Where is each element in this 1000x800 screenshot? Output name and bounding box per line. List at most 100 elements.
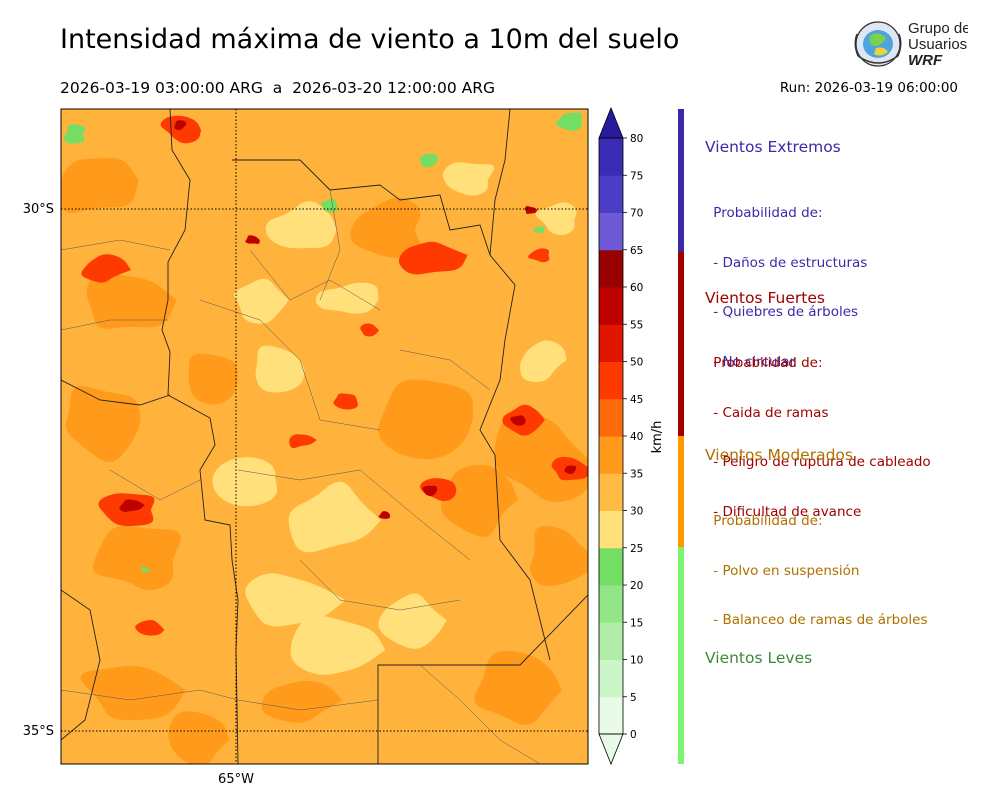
wind-contour <box>527 248 550 263</box>
wind-contour <box>564 465 577 475</box>
colorbar-segment <box>599 212 623 251</box>
wind-contour <box>321 198 338 213</box>
wind-contour <box>524 206 538 214</box>
colorbar-segment <box>599 249 623 288</box>
colorbar-unit: km/h <box>650 421 665 454</box>
colorbar-tick-label: 70 <box>630 208 643 220</box>
wind-contour <box>289 434 317 449</box>
wind-contour <box>290 615 386 675</box>
category-desc-extremos: Probabilidad de: - Daños de estructuras … <box>709 205 868 370</box>
category-bar <box>678 109 684 252</box>
wind-contour <box>360 323 380 337</box>
wind-contour <box>245 573 346 627</box>
colorbar-tick-label: 20 <box>630 580 643 592</box>
lat-label-35s: 35°S <box>23 724 54 739</box>
wind-contour <box>212 457 278 507</box>
logo-line1: Grupo de <box>908 20 968 37</box>
category-title-fuertes: Vientos Fuertes <box>705 289 825 307</box>
colorbar-tick-label: 80 <box>630 133 643 145</box>
colorbar-segment <box>599 398 623 437</box>
wind-contour <box>378 511 391 519</box>
wind-contour <box>533 226 546 234</box>
colorbar-max-arrow <box>598 106 624 139</box>
date-range: 2026-03-19 03:00:00 ARG a 2026-03-20 12:… <box>60 79 496 97</box>
wind-contour <box>261 680 343 723</box>
wrf-logo: Grupo de Usuarios WRF <box>854 20 968 69</box>
wind-contour <box>555 112 582 131</box>
wind-contour <box>265 201 337 249</box>
category-desc-fuertes: Probabilidad de: - Caida de ramas - Peli… <box>709 355 931 520</box>
colorbar-tick-label: 0 <box>630 729 637 741</box>
wind-contour <box>80 665 186 721</box>
colorbar-tick-label: 15 <box>630 617 643 629</box>
wind-contour <box>65 385 142 462</box>
colorbar-segment <box>599 287 623 325</box>
colorbar-segment <box>599 696 623 735</box>
wind-contour <box>92 525 181 591</box>
colorbar-tick-label: 55 <box>630 319 643 331</box>
wind-contours <box>61 112 588 764</box>
globe-icon <box>854 21 902 67</box>
map-frame <box>60 108 589 765</box>
wind-contour <box>288 481 382 553</box>
lon-label-65w: 65°W <box>218 772 254 787</box>
category-title-leves: Vientos Leves <box>705 649 813 667</box>
wind-contour <box>419 153 438 168</box>
wind-contour <box>350 197 421 258</box>
category-desc-moderados: Probabilidad de: - Polvo en suspensión -… <box>709 513 928 628</box>
wind-contour <box>141 566 151 573</box>
colorbar-segment <box>599 473 623 511</box>
wind-contour <box>378 379 474 460</box>
wind-contour <box>188 353 238 405</box>
colorbar-tick-label: 10 <box>630 655 643 667</box>
category-bar <box>678 436 684 547</box>
logo-line2: Usuarios <box>908 36 967 53</box>
wind-contour <box>255 345 305 393</box>
country-borders <box>61 109 588 764</box>
wind-contour <box>333 393 358 410</box>
wind-contour <box>168 711 230 764</box>
lat-label-30s: 30°S <box>23 202 54 217</box>
colorbar-segment <box>599 622 623 660</box>
wind-contour <box>530 525 588 587</box>
colorbar-tick-label: 25 <box>630 543 643 555</box>
colorbar-segment <box>599 585 623 623</box>
wind-contour <box>535 202 577 236</box>
colorbar-segment <box>599 361 623 400</box>
colorbar-segment <box>599 324 623 362</box>
colorbar-tick-label: 65 <box>630 245 643 257</box>
colorbar-min-arrow <box>598 733 624 766</box>
page-title: Intensidad máxima de viento a 10m del su… <box>60 24 680 55</box>
wind-contour <box>63 124 86 144</box>
wind-contour <box>474 650 562 725</box>
colorbar-segment <box>599 659 623 698</box>
colorbar-segment <box>599 547 623 586</box>
run-time: Run: 2026-03-19 06:00:00 <box>779 80 958 96</box>
colorbar-segment <box>599 510 623 549</box>
category-bar <box>678 252 684 436</box>
wind-contour <box>519 340 567 383</box>
wind-contour <box>233 278 289 324</box>
wind-contour <box>398 241 468 275</box>
wind-contour <box>422 485 438 497</box>
wind-contour <box>510 415 526 426</box>
wind-contour <box>378 593 447 649</box>
colorbar: 0 5 10 15 20 25 30 35 40 45 50 55 60 65 70 75 80 <box>598 106 643 766</box>
colorbar-tick-label: 45 <box>630 394 643 406</box>
colorbar-segment <box>599 436 623 474</box>
colorbar-tick-label: 50 <box>630 357 643 369</box>
wind-contour <box>81 254 131 283</box>
wind-field <box>61 109 588 764</box>
wind-contour <box>442 162 495 196</box>
wind-contour <box>61 157 139 213</box>
colorbar-segment <box>599 138 623 176</box>
category-title-extremos: Vientos Extremos <box>705 138 841 156</box>
colorbar-tick-label: 30 <box>630 506 643 518</box>
gridlines <box>61 109 588 764</box>
category-title-moderados: Vientos Moderados <box>705 446 853 464</box>
wind-contour <box>315 282 379 314</box>
colorbar-segment <box>599 175 623 213</box>
province-borders <box>61 189 541 764</box>
colorbar-tick-label: 60 <box>630 282 643 294</box>
wind-contour <box>174 120 187 131</box>
